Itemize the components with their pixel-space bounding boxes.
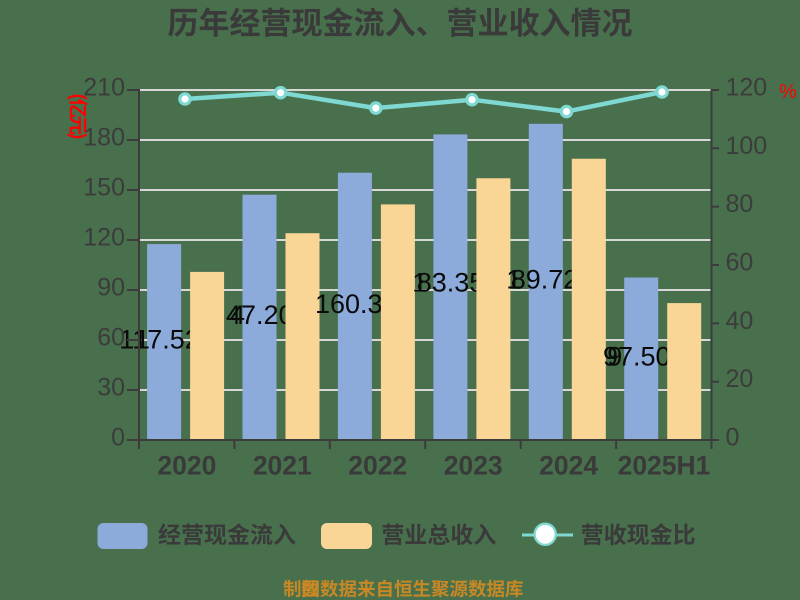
svg-text:120: 120: [83, 224, 125, 252]
svg-text:2025H1: 2025H1: [618, 451, 711, 481]
svg-text:2021: 2021: [253, 451, 312, 481]
svg-text:1: 1: [506, 264, 521, 294]
svg-text:2023: 2023: [444, 451, 503, 481]
svg-text:0: 0: [111, 424, 125, 452]
svg-text:80: 80: [726, 190, 754, 218]
svg-text:%: %: [779, 81, 797, 103]
svg-text:100: 100: [726, 132, 768, 160]
svg-text:180: 180: [83, 124, 125, 152]
svg-text:2024: 2024: [539, 451, 598, 481]
svg-text:90: 90: [97, 274, 125, 302]
svg-text:210: 210: [83, 74, 125, 102]
svg-text:120: 120: [726, 74, 768, 102]
svg-text:30: 30: [97, 374, 125, 402]
svg-text:60: 60: [726, 249, 754, 277]
svg-text:9: 9: [607, 341, 622, 371]
svg-text:20: 20: [726, 365, 754, 393]
svg-text:4: 4: [230, 300, 245, 330]
svg-text:60: 60: [97, 324, 125, 352]
svg-text:2022: 2022: [348, 451, 407, 481]
svg-text:150: 150: [83, 174, 125, 202]
svg-text:1: 1: [412, 268, 427, 298]
svg-text:40: 40: [726, 307, 754, 335]
svg-text:0: 0: [726, 424, 740, 452]
svg-text:2020: 2020: [157, 451, 216, 481]
